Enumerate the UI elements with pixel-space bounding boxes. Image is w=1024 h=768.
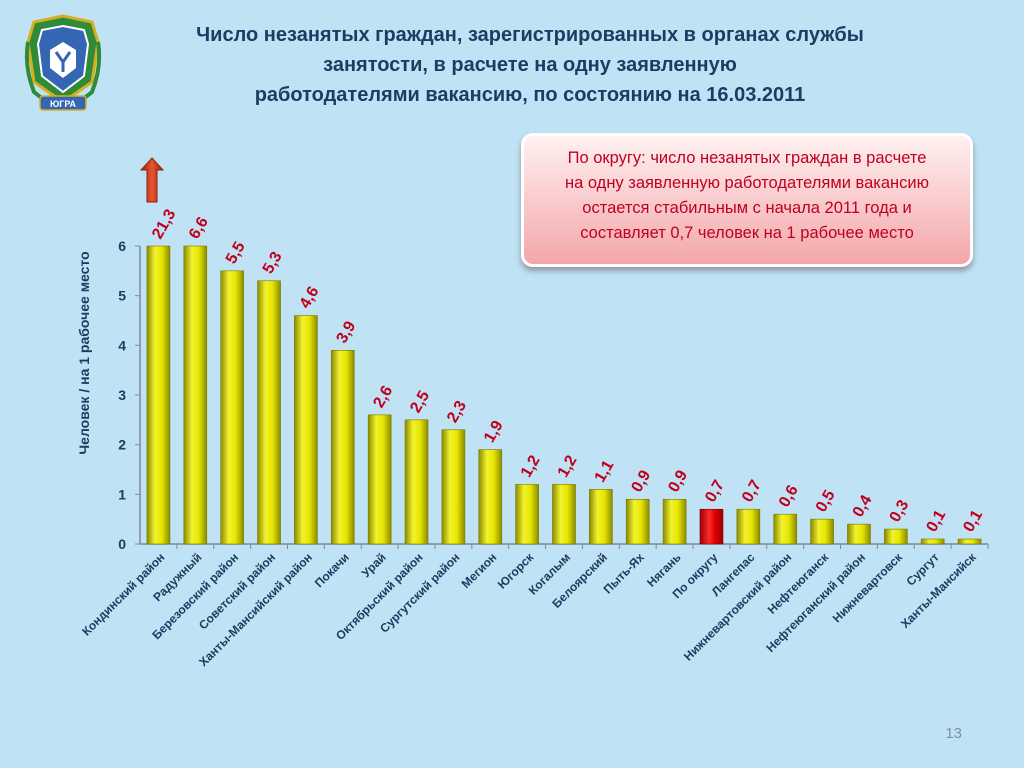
data-label: 1,2 — [518, 453, 544, 481]
bar-2 — [183, 245, 208, 545]
emblem-caption: ЮГРА — [50, 99, 77, 109]
category-label: Покачи — [312, 550, 352, 590]
bar-8 — [404, 419, 429, 545]
category-label: Урай — [359, 550, 389, 580]
data-label: 4,6 — [297, 284, 323, 312]
bar-3 — [220, 270, 244, 545]
bar-5 — [294, 315, 318, 545]
data-label: 2,5 — [407, 388, 433, 416]
data-label: 0,5 — [813, 487, 839, 515]
data-label: 5,3 — [260, 249, 286, 277]
bar-16 — [699, 508, 724, 545]
bar-4 — [257, 280, 281, 545]
category-label: Мегион — [459, 550, 500, 591]
data-label: 1,2 — [555, 453, 581, 481]
y-tick-label: 4 — [118, 337, 126, 353]
bar-18 — [773, 513, 798, 545]
data-label: 0,7 — [702, 477, 728, 505]
data-label: 0,4 — [850, 492, 876, 520]
bar-19 — [810, 518, 834, 545]
title-line-3: работодателями вакансию, по состоянию на… — [254, 84, 806, 106]
bar-7 — [367, 414, 392, 545]
data-label: 0,9 — [665, 467, 691, 495]
data-label: 1,9 — [481, 418, 507, 446]
data-label: 6,6 — [186, 214, 212, 242]
callout-line-3: остается стабильным с начала 2011 года и — [582, 199, 912, 217]
bar-9 — [441, 429, 466, 545]
bar-11 — [515, 484, 539, 545]
data-label: 2,3 — [444, 398, 470, 426]
data-label: 2,6 — [370, 383, 396, 411]
data-label: 0,3 — [887, 497, 913, 525]
data-label: 0,9 — [628, 467, 654, 495]
y-tick-label: 5 — [118, 288, 126, 304]
bar-14 — [625, 498, 650, 545]
callout-line-4: составляет 0,7 человек на 1 рабочее мест… — [580, 224, 914, 242]
bar-10 — [478, 449, 503, 545]
category-label: Нижневартовск — [830, 550, 906, 626]
bar-1 — [146, 245, 171, 545]
y-tick-label: 3 — [118, 387, 126, 403]
y-tick-label: 6 — [118, 238, 126, 254]
data-label: 5,5 — [223, 239, 249, 267]
data-label: 21,3 — [149, 206, 179, 242]
data-label: 1,1 — [592, 458, 618, 486]
bar-6 — [330, 349, 355, 545]
bar-15 — [662, 498, 687, 545]
chart-title: Число незанятых граждан, зарегистрирован… — [150, 20, 910, 110]
callout-line-2: на одну заявленную работодателями ваканс… — [565, 174, 929, 192]
bar-13 — [589, 489, 613, 545]
summary-callout: По округу: число незанятых граждан в рас… — [521, 133, 973, 267]
y-tick-label: 1 — [118, 486, 126, 502]
up-arrow-icon — [139, 157, 165, 203]
callout-line-1: По округу: число незанятых граждан в рас… — [567, 149, 927, 167]
data-label: 0,6 — [776, 482, 802, 510]
y-axis-title: Человек / на 1 рабочее место — [76, 251, 92, 454]
bar-21 — [884, 528, 908, 545]
data-label: 0,1 — [923, 507, 949, 535]
bar-23 — [957, 538, 982, 545]
bar-20 — [847, 523, 871, 545]
bar-17 — [736, 508, 761, 545]
bar-22 — [920, 538, 945, 545]
bar-12 — [552, 484, 576, 545]
title-line-2: занятости, в расчете на одну заявленную — [323, 54, 737, 76]
y-tick-label: 2 — [118, 437, 126, 453]
data-label: 0,7 — [739, 477, 765, 505]
page-number: 13 — [945, 725, 962, 742]
data-label: 0,1 — [960, 507, 986, 535]
coat-of-arms-emblem: ЮГРА — [24, 14, 102, 111]
category-label: Пыть-Ях — [601, 550, 647, 596]
data-label: 3,9 — [334, 318, 360, 346]
title-line-1: Число незанятых граждан, зарегистрирован… — [196, 24, 864, 46]
y-tick-label: 0 — [118, 536, 126, 552]
